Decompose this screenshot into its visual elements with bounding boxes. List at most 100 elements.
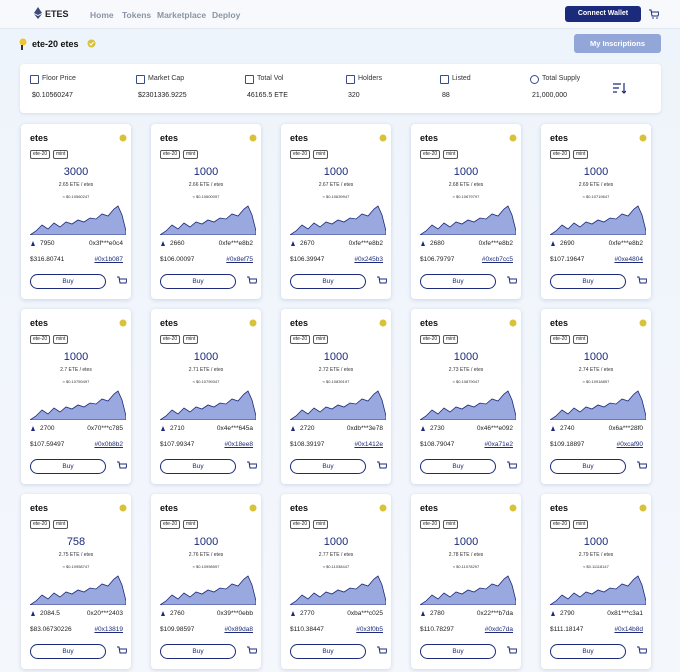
cart-icon[interactable]	[507, 646, 517, 656]
cart-icon[interactable]	[649, 9, 659, 19]
inscription-card[interactable]: etes ete-20 mint 1000 2.77 ETE / etes ≈ $0.11…	[281, 494, 391, 669]
buy-button[interactable]: Buy	[420, 459, 496, 474]
header: ETES Home Tokens Marketplace Deploy Conn…	[0, 0, 680, 29]
inscription-card[interactable]: etes ete-20 mint 1000 2.74 ETE / etes ≈ $0.10…	[541, 309, 651, 484]
inscription-id: 2670	[300, 240, 315, 247]
inscription-card[interactable]: etes ete-20 mint 1000 2.72 ETE / etes ≈ $0.10…	[281, 309, 391, 484]
tx-link[interactable]: #0x1412e	[354, 441, 383, 448]
sparkline-area	[290, 390, 386, 420]
nav-link[interactable]: Deploy	[212, 10, 241, 20]
buy-button[interactable]: Buy	[420, 644, 496, 659]
buy-button[interactable]: Buy	[30, 274, 106, 289]
usd-price: ≈ $0.10799347	[192, 379, 220, 384]
inscription-card[interactable]: etes ete-20 mint 1000 2.78 ETE / etes ≈ $0.11…	[411, 494, 521, 669]
stat-value: 21,000,000	[532, 92, 568, 99]
inscription-card[interactable]: etes ete-20 mint 1000 2.7 ETE / etes ≈ $0.107…	[21, 309, 131, 484]
inscription-card[interactable]: etes ete-20 mint 758 2.75 ETE / etes ≈ $0.109…	[21, 494, 131, 669]
up-icon	[551, 611, 555, 616]
tx-link[interactable]: #0xe4804	[614, 256, 643, 263]
tx-link[interactable]: #0x3f0b5	[356, 626, 383, 633]
sparkline-area	[420, 205, 516, 235]
inscription-card[interactable]: etes ete-20 mint 1000 2.67 ETE / etes ≈ $0.10…	[281, 124, 391, 299]
buy-button[interactable]: Buy	[160, 644, 236, 659]
tx-link[interactable]: #0x8ef75	[226, 256, 253, 263]
buy-button[interactable]: Buy	[30, 459, 106, 474]
cart-icon[interactable]	[247, 646, 257, 656]
stat-value: 46165.5 ETE	[247, 92, 288, 99]
nav-link[interactable]: Tokens	[122, 10, 152, 20]
unit-price: 2.72 ETE / etes	[318, 367, 354, 373]
buy-button[interactable]: Buy	[290, 274, 366, 289]
inscription-card[interactable]: etes ete-20 mint 1000 2.71 ETE / etes ≈ $0.10…	[151, 309, 261, 484]
cart-icon[interactable]	[507, 461, 517, 471]
usd-price: ≈ $0.10759497	[62, 379, 90, 384]
verified-icon	[639, 319, 647, 327]
sparkline	[550, 390, 646, 420]
tx-link[interactable]: #0x1b087	[94, 256, 123, 263]
buy-button[interactable]: Buy	[550, 644, 626, 659]
inscription-card[interactable]: etes ete-20 mint 1000 2.68 ETE / etes ≈ $0.10…	[411, 124, 521, 299]
tx-link[interactable]: #0xcaf90	[616, 441, 643, 448]
stat-icon	[346, 75, 355, 84]
buy-button[interactable]: Buy	[30, 644, 106, 659]
cart-icon[interactable]	[117, 461, 127, 471]
owner: 0x70***c785	[87, 425, 123, 432]
owner: 0x39***0ebb	[216, 610, 253, 617]
cart-icon[interactable]	[247, 276, 257, 286]
tx-link[interactable]: #0x14b8d	[614, 626, 643, 633]
tag: mint	[183, 150, 199, 159]
tx-link[interactable]: #0x89da8	[224, 626, 253, 633]
buy-button[interactable]: Buy	[420, 274, 496, 289]
cart-icon[interactable]	[507, 276, 517, 286]
buy-button[interactable]: Buy	[290, 459, 366, 474]
cart-icon[interactable]	[247, 461, 257, 471]
cart-icon[interactable]	[377, 646, 387, 656]
card-title: etes	[30, 133, 49, 143]
card-title: etes	[160, 318, 179, 328]
cart-icon[interactable]	[377, 276, 387, 286]
cart-shape	[117, 646, 127, 654]
amount: 1000	[453, 166, 479, 178]
usd-price: ≈ $0.11118147	[583, 564, 609, 569]
buy-button[interactable]: Buy	[160, 459, 236, 474]
inscription-card[interactable]: etes ete-20 mint 1000 2.66 ETE / etes ≈ $0.10…	[151, 124, 261, 299]
verified-icon	[249, 504, 257, 512]
cart-shape	[637, 461, 647, 469]
tx-link[interactable]: #0x245b3	[354, 256, 383, 263]
usd-price: ≈ $0.10918897	[582, 379, 610, 384]
inscription-card[interactable]: etes ete-20 mint 1000 2.69 ETE / etes ≈ $0.10…	[541, 124, 651, 299]
buy-button[interactable]: Buy	[160, 274, 236, 289]
tx-link[interactable]: #0x18ee8	[224, 441, 253, 448]
cart-icon[interactable]	[637, 646, 647, 656]
connect-wallet-button[interactable]: Connect Wallet	[565, 6, 641, 22]
inscription-card[interactable]: etes ete-20 mint 1000 2.73 ETE / etes ≈ $0.10…	[411, 309, 521, 484]
stat-label: Floor Price	[42, 75, 76, 82]
sparkline	[420, 575, 516, 605]
cart-icon[interactable]	[117, 646, 127, 656]
my-inscriptions-button[interactable]: My Inscriptions	[574, 34, 661, 53]
tx-link[interactable]: #0xcb7cc5	[481, 256, 513, 263]
tx-link[interactable]: #0xa71e2	[484, 441, 513, 448]
sort-icon[interactable]	[612, 82, 626, 95]
cart-icon[interactable]	[637, 276, 647, 286]
nav-link[interactable]: Home	[90, 10, 114, 20]
cart-icon[interactable]	[117, 276, 127, 286]
buy-button[interactable]: Buy	[290, 644, 366, 659]
cart-shape	[377, 461, 387, 469]
inscription-card[interactable]: etes ete-20 mint 1000 2.76 ETE / etes ≈ $0.10…	[151, 494, 261, 669]
verified-icon	[249, 319, 257, 327]
nav-link[interactable]: Marketplace	[157, 10, 207, 20]
tx-link[interactable]: #0x13819	[94, 626, 123, 633]
sparkline	[290, 575, 386, 605]
inscription-card[interactable]: etes ete-20 mint 1000 2.79 ETE / etes ≈ $0.11…	[541, 494, 651, 669]
inscription-id: 2660	[170, 240, 185, 247]
tx-link[interactable]: #0xdc7da	[484, 626, 513, 633]
buy-button[interactable]: Buy	[550, 274, 626, 289]
inscription-card[interactable]: etes ete-20 mint 3000 2.65 ETE / etes ≈ $0.10…	[21, 124, 131, 299]
cart-icon[interactable]	[377, 461, 387, 471]
cart-icon[interactable]	[637, 461, 647, 471]
buy-button[interactable]: Buy	[550, 459, 626, 474]
tag: ete-20	[30, 335, 51, 344]
tx-link[interactable]: #0x0b8b2	[94, 441, 123, 448]
stat-label: Market Cap	[148, 75, 185, 82]
